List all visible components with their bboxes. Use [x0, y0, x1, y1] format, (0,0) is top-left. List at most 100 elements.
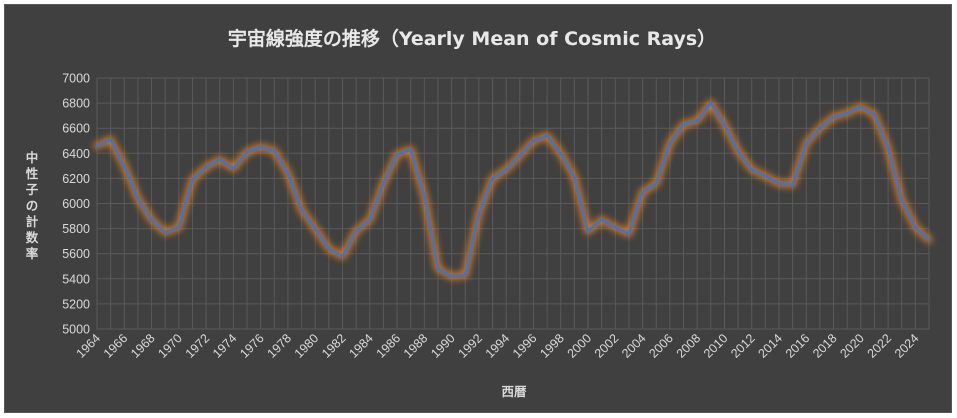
x-tick-label: 1968 [128, 331, 158, 361]
x-tick-label: 1978 [265, 331, 295, 361]
data-point [682, 123, 685, 126]
x-tick-label: 1984 [346, 331, 376, 361]
data-point [818, 126, 822, 130]
data-point [341, 254, 344, 258]
data-point [545, 134, 549, 138]
data-point [477, 212, 481, 215]
data-point [845, 111, 849, 115]
y-tick-label: 6600 [62, 122, 90, 136]
x-tick-label: 1966 [101, 331, 131, 361]
data-point [764, 174, 767, 178]
data-point [641, 190, 644, 194]
x-tick-label: 2010 [701, 331, 731, 361]
x-tick-label: 2024 [892, 331, 922, 361]
x-tick-label: 1972 [183, 331, 213, 361]
data-point [395, 153, 399, 156]
data-point [286, 172, 290, 175]
data-point [273, 149, 276, 153]
data-point [204, 165, 208, 169]
x-tick-label: 2006 [646, 331, 676, 361]
x-tick-label: 1974 [210, 331, 240, 361]
y-axis-ticks: 5000 5200 5400 5600 5800 6000 6200 6400 6600 6800… [62, 72, 90, 337]
x-axis-ticks: 1964196619681970197219741976197819801982… [74, 331, 922, 361]
x-tick-label: 1980 [292, 331, 322, 361]
data-points [95, 101, 931, 278]
data-point [873, 113, 876, 116]
data-point [586, 229, 590, 233]
x-tick-label: 2000 [565, 331, 595, 361]
series-line [95, 101, 931, 278]
data-point [163, 231, 167, 234]
x-tick-label: 1992 [455, 331, 485, 361]
data-point [232, 167, 235, 170]
data-point [927, 238, 931, 242]
data-point [859, 105, 863, 109]
y-tick-label: 5400 [62, 272, 90, 286]
data-point [491, 177, 494, 180]
x-tick-label: 1970 [155, 331, 185, 361]
y-tick-label: 6200 [62, 172, 90, 186]
data-point [122, 164, 126, 168]
x-tick-label: 1976 [237, 331, 267, 361]
y-tick-label: 5200 [62, 297, 90, 311]
data-point [750, 168, 753, 171]
data-point [191, 178, 194, 181]
data-point [436, 267, 440, 271]
x-axis-label: 西暦 [501, 384, 527, 399]
data-point [695, 119, 699, 122]
x-tick-label: 1990 [428, 331, 458, 361]
data-point [914, 226, 917, 229]
data-point [313, 227, 317, 230]
data-point [613, 226, 617, 229]
data-point [463, 273, 467, 277]
data-point [136, 197, 140, 200]
x-tick-label: 2020 [837, 331, 867, 361]
data-point [150, 218, 153, 222]
data-point [654, 182, 658, 185]
x-tick-label: 2002 [592, 331, 622, 361]
data-point [573, 175, 576, 179]
series-glow [93, 99, 933, 280]
data-point [409, 148, 413, 151]
y-tick-label: 6800 [62, 97, 90, 111]
data-point [709, 101, 713, 105]
data-point [559, 152, 563, 155]
data-point [518, 154, 522, 158]
data-point [600, 218, 603, 222]
grid-lines [96, 77, 930, 330]
data-point [886, 146, 890, 150]
data-point [354, 229, 358, 233]
data-point [300, 208, 303, 212]
y-tick-label: 5800 [62, 222, 90, 236]
data-point [627, 232, 631, 235]
x-tick-label: 2016 [783, 331, 813, 361]
data-point [804, 141, 808, 145]
data-point [900, 198, 904, 202]
data-point [245, 150, 249, 154]
data-point [327, 247, 331, 250]
data-point [668, 141, 672, 145]
x-tick-label: 2018 [810, 331, 840, 361]
data-point [532, 139, 535, 143]
x-tick-label: 1988 [401, 331, 431, 361]
y-tick-label: 7000 [62, 72, 90, 86]
y-axis-label: 中性子の計数率 [25, 150, 39, 261]
x-tick-label: 1996 [510, 331, 540, 361]
x-tick-label: 2014 [756, 331, 786, 361]
data-point [736, 149, 740, 153]
data-point [777, 182, 781, 185]
data-point [109, 138, 112, 141]
y-tick-label: 6400 [62, 147, 90, 161]
x-tick-label: 1986 [374, 331, 404, 361]
data-point [382, 182, 385, 185]
data-point [259, 145, 262, 149]
x-tick-label: 2012 [728, 331, 758, 361]
data-point [218, 158, 222, 161]
y-tick-label: 6000 [62, 197, 90, 211]
x-tick-label: 2022 [865, 331, 895, 361]
x-tick-label: 1982 [319, 331, 349, 361]
x-tick-label: 2004 [619, 331, 649, 361]
data-point [723, 123, 726, 126]
data-point [423, 194, 426, 198]
